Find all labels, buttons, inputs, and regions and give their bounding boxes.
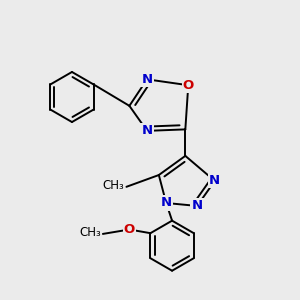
Text: O: O — [124, 223, 135, 236]
Text: O: O — [183, 79, 194, 92]
Text: CH₃: CH₃ — [80, 226, 101, 239]
Text: N: N — [160, 196, 172, 209]
Text: N: N — [209, 174, 220, 188]
Text: N: N — [142, 124, 153, 137]
Text: N: N — [191, 200, 203, 212]
Text: N: N — [142, 73, 153, 86]
Text: CH₃: CH₃ — [102, 179, 124, 192]
